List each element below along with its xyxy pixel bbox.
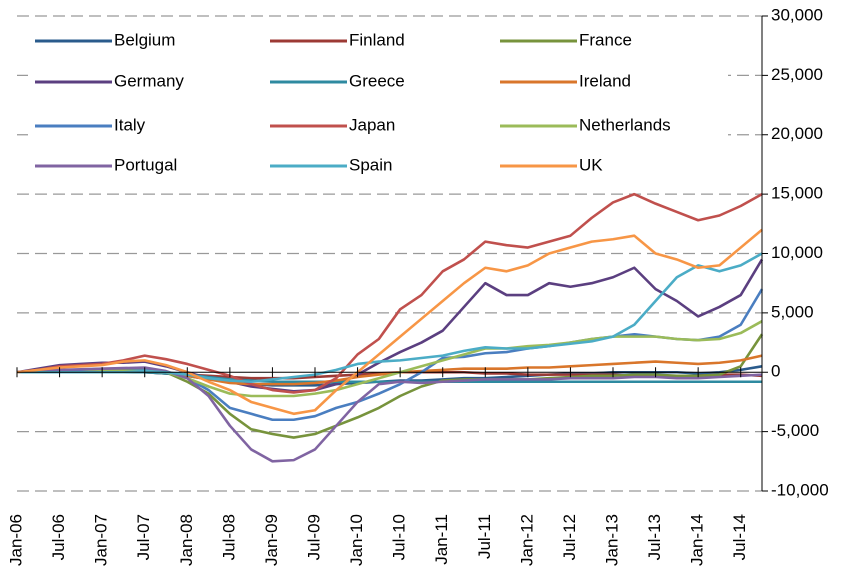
y-tick-label: 0 [771, 362, 780, 381]
legend-label: Netherlands [579, 115, 671, 134]
x-tick-label: Jul-13 [645, 514, 664, 560]
series-line [17, 252, 763, 384]
legend-label: UK [579, 155, 603, 174]
series-line [16, 333, 764, 439]
y-tick-label: -10,000 [771, 480, 829, 499]
legend: Belgium Finland France Germany Greece Ireland… [28, 29, 728, 178]
legend-label: Greece [349, 71, 405, 90]
x-tick-label: Jan-12 [517, 514, 536, 566]
legend-label: France [579, 30, 632, 49]
legend-label: Portugal [114, 155, 177, 174]
legend-label: Germany [114, 71, 184, 90]
y-tick-label: 30,000 [771, 5, 823, 24]
plot-lines [16, 192, 764, 463]
x-tick-label: Jan-06 [6, 514, 25, 566]
series-line [16, 366, 763, 463]
x-tick-label: Jan-11 [432, 514, 451, 565]
x-tick-label: Jan-14 [688, 514, 707, 566]
x-tick-label: Jan-07 [92, 514, 111, 566]
x-tick-label: Jul-08 [219, 514, 238, 560]
y-tick-label: 15,000 [771, 184, 823, 203]
x-tick-label: Jan-13 [602, 514, 621, 566]
x-tick-label: Jan-08 [177, 514, 196, 566]
x-tick-label: Jul-07 [134, 514, 153, 560]
x-tick-label: Jan-09 [262, 514, 281, 566]
y-tick-label: 10,000 [771, 243, 823, 262]
series-line [16, 192, 763, 394]
series-line [16, 228, 763, 416]
legend-label: Spain [349, 155, 392, 174]
axes: -10,000 -5,000 0 5,000 10,000 15,000 20,000 25,… [6, 5, 828, 566]
legend-label: Japan [349, 115, 395, 134]
x-tick-label: Jul-14 [730, 514, 749, 560]
y-tick-label: 5,000 [771, 302, 814, 321]
x-tick-label: Jul-11 [475, 514, 494, 559]
x-tick-label: Jan-10 [347, 514, 366, 566]
x-tick-label: Jul-10 [390, 514, 409, 560]
legend-label: Italy [114, 115, 146, 134]
y-tick-label: 20,000 [771, 124, 823, 143]
x-tick-label: Jul-06 [49, 514, 68, 560]
legend-label: Belgium [114, 30, 175, 49]
y-tick-label: -5,000 [771, 421, 819, 440]
y-tick-label: 25,000 [771, 65, 823, 84]
legend-label: Ireland [579, 71, 631, 90]
x-tick-label: Jul-12 [560, 514, 579, 560]
legend-label: Finland [349, 30, 405, 49]
x-tick-label: Jul-09 [304, 514, 323, 560]
